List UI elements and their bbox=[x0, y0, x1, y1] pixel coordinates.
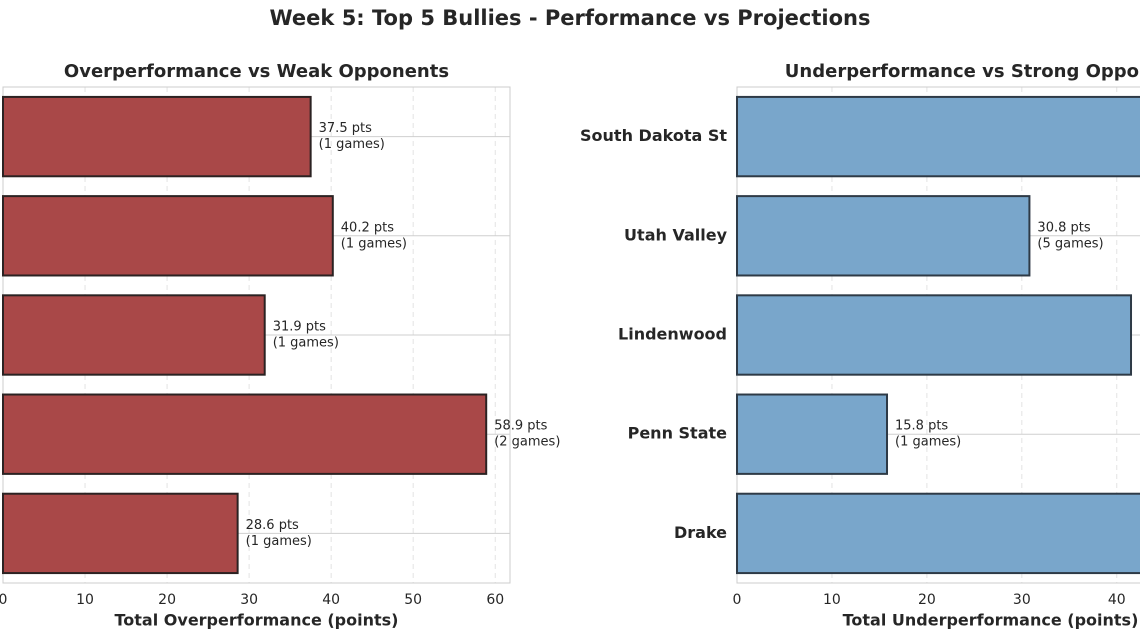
x-axis-label: Total Overperformance (points) bbox=[115, 611, 399, 630]
y-tick-label: Drake bbox=[674, 523, 727, 542]
bar bbox=[2, 492, 239, 575]
x-tick-label: 40 bbox=[1108, 592, 1126, 608]
figure-title: Week 5: Top 5 Bullies - Performance vs P… bbox=[270, 6, 871, 30]
bar bbox=[2, 393, 488, 475]
x-tick-label: 60 bbox=[486, 592, 504, 608]
x-tick-label: 30 bbox=[240, 592, 258, 608]
x-tick-label: 20 bbox=[158, 592, 176, 608]
value-label: 31.9 pts bbox=[273, 320, 326, 335]
x-tick-label: 30 bbox=[1013, 592, 1031, 608]
value-label: 28.6 pts bbox=[246, 518, 299, 533]
x-tick-label: 0 bbox=[0, 592, 7, 608]
bar bbox=[736, 195, 1031, 277]
y-tick-label: Penn State bbox=[628, 424, 728, 443]
x-tick-label: 20 bbox=[918, 592, 936, 608]
games-label: (1 games) bbox=[246, 534, 312, 549]
bar bbox=[736, 393, 889, 475]
x-tick-label: 40 bbox=[322, 592, 340, 608]
x-tick-label: 0 bbox=[733, 592, 742, 608]
bar bbox=[736, 294, 1133, 376]
bar bbox=[2, 195, 334, 277]
bar bbox=[2, 95, 312, 178]
y-tick-label: Lindenwood bbox=[618, 325, 727, 344]
games-label: (1 games) bbox=[319, 137, 385, 152]
bar bbox=[736, 95, 1140, 178]
x-tick-label: 50 bbox=[404, 592, 422, 608]
bar bbox=[736, 492, 1140, 575]
games-label: (2 games) bbox=[494, 435, 560, 450]
y-tick-label: Utah Valley bbox=[624, 225, 728, 244]
subplot-title: Overperformance vs Weak Opponents bbox=[64, 61, 449, 82]
value-label: 37.5 pts bbox=[319, 121, 372, 136]
y-tick-label: South Dakota St bbox=[580, 126, 727, 145]
value-label: 15.8 pts bbox=[895, 419, 948, 434]
value-label: 40.2 pts bbox=[341, 220, 394, 235]
value-label: 30.8 pts bbox=[1037, 220, 1090, 235]
games-label: (5 games) bbox=[1037, 236, 1103, 251]
x-tick-label: 10 bbox=[76, 592, 94, 608]
subplot-title: Underperformance vs Strong Opponents bbox=[785, 61, 1140, 82]
x-axis-label: Total Underperformance (points) bbox=[843, 611, 1139, 630]
games-label: (1 games) bbox=[895, 435, 961, 450]
games-label: (1 games) bbox=[273, 336, 339, 351]
x-tick-label: 10 bbox=[823, 592, 841, 608]
games-label: (1 games) bbox=[341, 236, 407, 251]
bar bbox=[2, 294, 266, 376]
value-label: 58.9 pts bbox=[494, 419, 547, 434]
